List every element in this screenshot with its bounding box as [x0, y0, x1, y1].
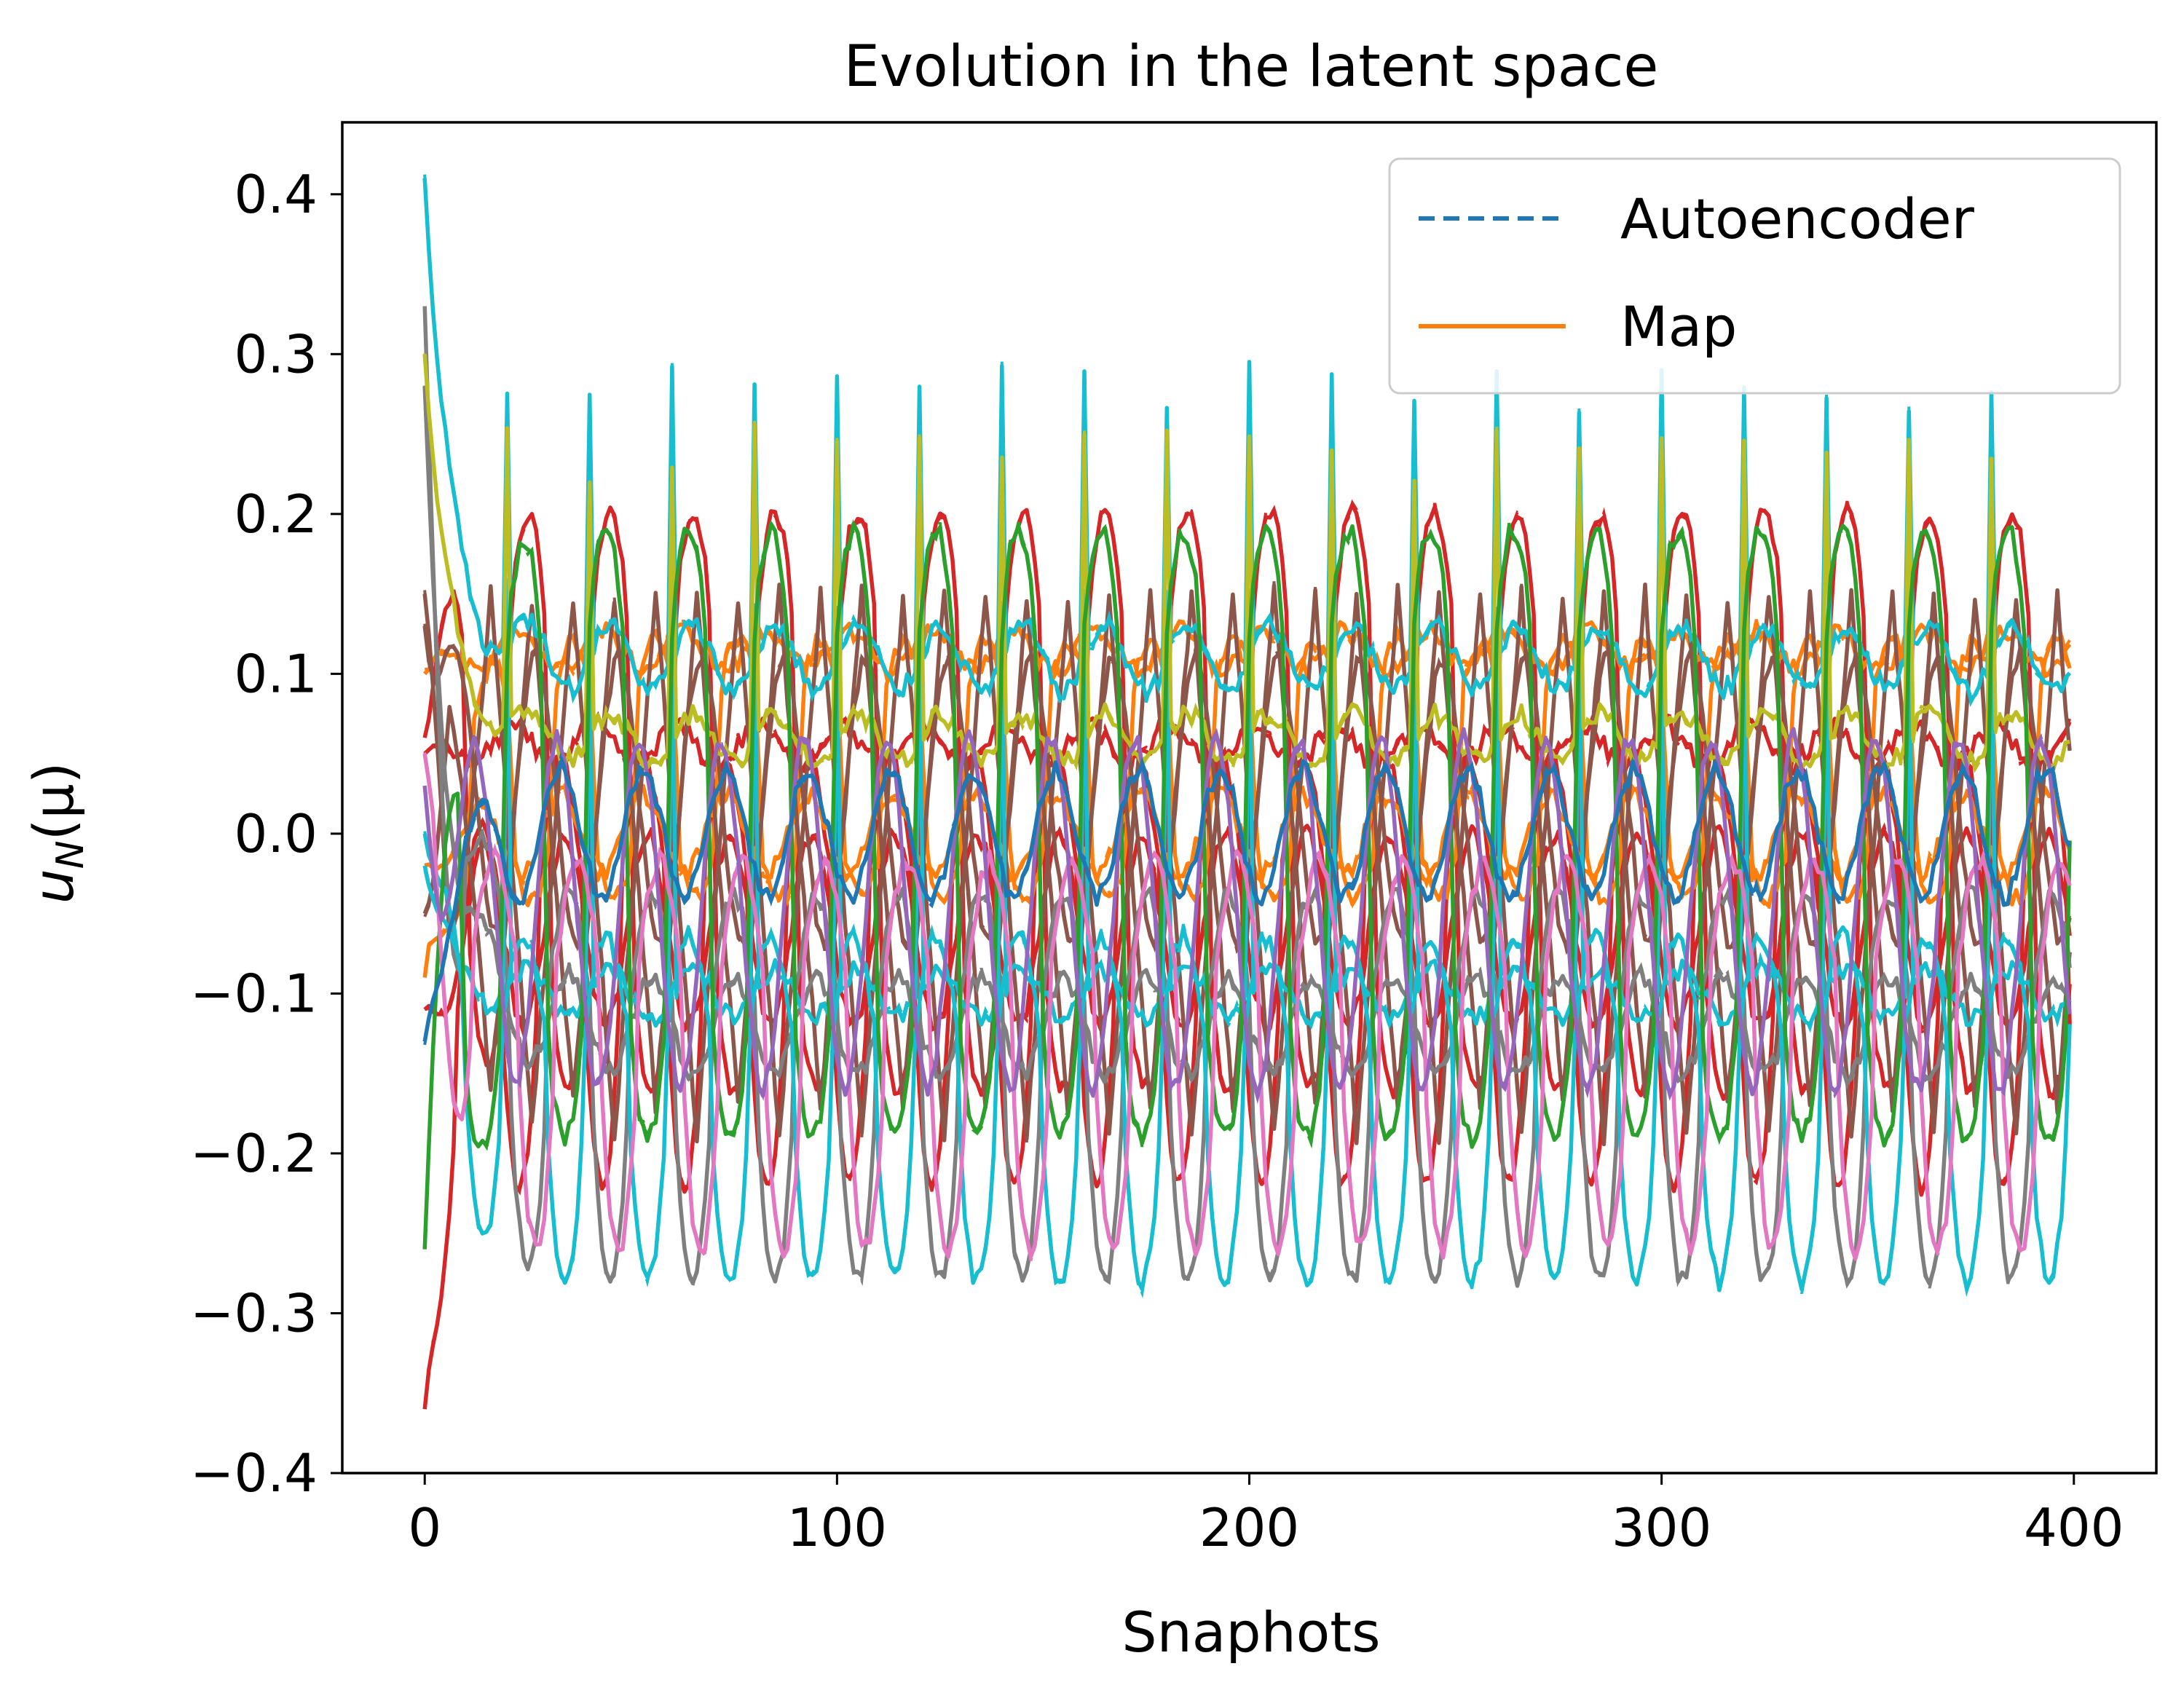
x-tick-label: 200 [1199, 1497, 1299, 1558]
legend-map-label: Map [1620, 294, 1737, 359]
map-series-line [422, 746, 2072, 1410]
x-tick-label: 400 [2024, 1497, 2124, 1558]
chart-title: Evolution in the latent space [844, 34, 1659, 100]
legend-autoencoder-label: Autoencoder [1620, 186, 1975, 251]
y-tick-label: 0.2 [234, 484, 318, 545]
map-series-line [422, 759, 2072, 1042]
series-layer [422, 174, 2072, 1410]
y-tick-label: 0.0 [234, 803, 318, 864]
x-tick-label: 0 [408, 1497, 441, 1558]
y-tick-label: 0.1 [234, 643, 318, 704]
map-series-line [422, 354, 2070, 772]
x-tick-label: 100 [787, 1497, 887, 1558]
y-axis-label-main: u [21, 869, 86, 904]
x-tick-label: 300 [1612, 1497, 1711, 1558]
y-tick-label: −0.3 [190, 1282, 318, 1343]
legend-box [1388, 157, 2121, 395]
y-axis-label-rest: (μ) [21, 762, 86, 841]
x-axis: 0 100 200 300 400 [408, 1473, 2124, 1558]
x-axis-label: Snaphots [1121, 1600, 1380, 1665]
y-tick-label: 0.4 [234, 164, 318, 225]
map-series-line [422, 753, 2072, 1261]
y-axis: 0.4 0.3 0.2 0.1 0.0 −0.1 −0.2 −0.3 −0.4 [190, 164, 342, 1504]
y-tick-label: −0.4 [190, 1443, 318, 1504]
legend: Autoencoder Map [1388, 157, 2121, 395]
y-tick-label: −0.2 [190, 1123, 318, 1184]
y-axis-label-sub: N [49, 840, 92, 869]
map-series-line [422, 727, 2072, 1098]
y-tick-label: 0.3 [234, 323, 318, 384]
map-series-line [422, 521, 2072, 1250]
y-tick-label: −0.1 [190, 963, 318, 1024]
y-axis-label: uN(μ) [21, 762, 92, 904]
